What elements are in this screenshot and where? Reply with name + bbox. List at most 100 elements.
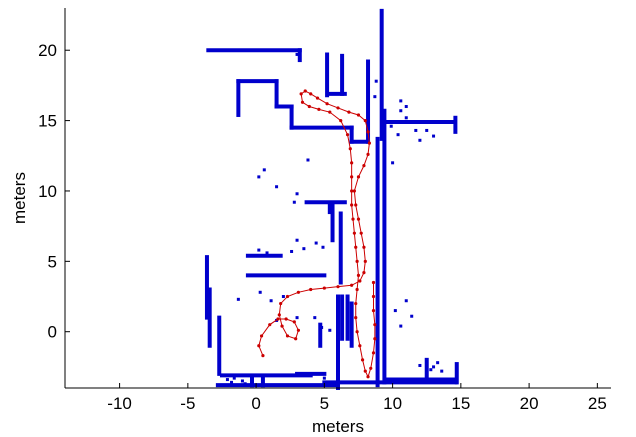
map-point — [302, 247, 306, 251]
y-tick-label: 5 — [48, 252, 57, 271]
trajectory-point — [367, 141, 371, 145]
map-point — [404, 299, 408, 303]
trajectory-point — [268, 323, 272, 327]
map-point — [243, 382, 247, 386]
trajectory-line — [258, 90, 376, 379]
map-point — [393, 309, 397, 313]
trajectory-point — [356, 273, 361, 278]
trajectory-point — [366, 130, 370, 134]
trajectory-point — [285, 294, 290, 299]
map-point — [432, 134, 436, 138]
trajectory-point — [350, 189, 354, 193]
map-point — [295, 52, 299, 56]
map-point — [265, 251, 269, 255]
trajectory-point — [280, 324, 284, 328]
map-point — [258, 290, 262, 294]
trajectory-point — [284, 317, 288, 321]
trajectory-point — [339, 118, 343, 123]
trajectory-point — [350, 283, 354, 287]
trajectory-point — [355, 330, 359, 334]
trajectory-point — [352, 231, 356, 235]
map-point — [321, 245, 325, 249]
map-point — [313, 316, 317, 320]
map-point — [429, 368, 433, 372]
map-point — [425, 128, 429, 132]
trajectory-point — [366, 375, 370, 379]
map-point — [389, 124, 393, 128]
map-point — [440, 369, 444, 373]
map-point — [236, 297, 240, 301]
trajectory-point — [257, 344, 261, 348]
trajectory-point — [300, 100, 305, 104]
trajectory-point — [356, 217, 361, 221]
trajectory-point — [345, 133, 350, 137]
trajectory-point — [371, 351, 376, 355]
trajectory-point — [351, 217, 355, 221]
trajectory-point — [328, 110, 332, 114]
map-point — [292, 200, 296, 204]
trajectory-point — [294, 337, 298, 341]
trajectory-point — [261, 354, 265, 358]
map-point — [290, 249, 294, 253]
y-tick-label: 15 — [38, 112, 57, 131]
trajectory-point — [354, 245, 358, 249]
trajectory-point — [317, 107, 321, 111]
map-point — [399, 324, 403, 328]
trajectory-point — [354, 316, 358, 320]
map-point — [275, 185, 279, 189]
map-point — [418, 138, 422, 142]
map-point — [374, 79, 378, 83]
trajectory-point — [277, 313, 281, 317]
map-point — [320, 325, 324, 329]
trajectory-point — [363, 369, 367, 373]
trajectory-point — [347, 110, 351, 114]
map-point — [281, 295, 285, 299]
x-tick-label: 10 — [383, 394, 402, 413]
trajectory-point — [360, 358, 365, 362]
map-point — [295, 238, 299, 242]
x-tick-label: 15 — [451, 394, 470, 413]
trajectory-point — [363, 118, 367, 123]
x-tick-label: 0 — [251, 394, 260, 413]
map-point — [306, 158, 310, 162]
trajectory-point — [350, 161, 354, 165]
trajectory-point — [359, 231, 363, 235]
map-point — [418, 363, 422, 367]
map-point — [432, 365, 436, 369]
trajectory-point — [362, 164, 366, 168]
trajectory-point — [354, 203, 358, 207]
trajectory-point — [358, 279, 362, 283]
trajectory-point — [307, 104, 311, 109]
trajectory-point — [336, 285, 340, 289]
trajectory-point — [350, 203, 354, 207]
trajectory-point — [362, 270, 366, 275]
trajectory-point — [309, 92, 313, 96]
map-point — [257, 175, 261, 179]
trajectory-point — [371, 280, 376, 285]
trajectory-point — [350, 175, 354, 179]
map-point — [391, 161, 395, 165]
trajectory-point — [371, 308, 376, 313]
x-tick-label: 20 — [520, 394, 539, 413]
map-point — [410, 314, 414, 318]
map-point — [436, 361, 440, 365]
trajectory-point — [356, 175, 361, 179]
trajectory-point — [279, 301, 283, 306]
map-point — [373, 95, 377, 99]
map-point — [269, 299, 273, 303]
trajectory-point — [352, 189, 356, 193]
trajectory-point — [322, 286, 326, 290]
trajectory-point — [296, 328, 301, 332]
map-point — [232, 376, 236, 380]
trajectory-point — [348, 147, 352, 151]
trajectory-point — [373, 337, 377, 341]
trajectory-point — [354, 301, 358, 306]
map-point — [314, 241, 318, 245]
plot-area — [204, 8, 459, 390]
trajectory-point — [315, 96, 320, 100]
trajectory-point — [356, 113, 361, 117]
map-point — [230, 380, 234, 384]
x-tick-label: -5 — [180, 394, 195, 413]
map-point — [399, 109, 403, 113]
axes: -10 -5 0 5 10 15 20 25 0 5 10 15 20 — [38, 8, 611, 413]
